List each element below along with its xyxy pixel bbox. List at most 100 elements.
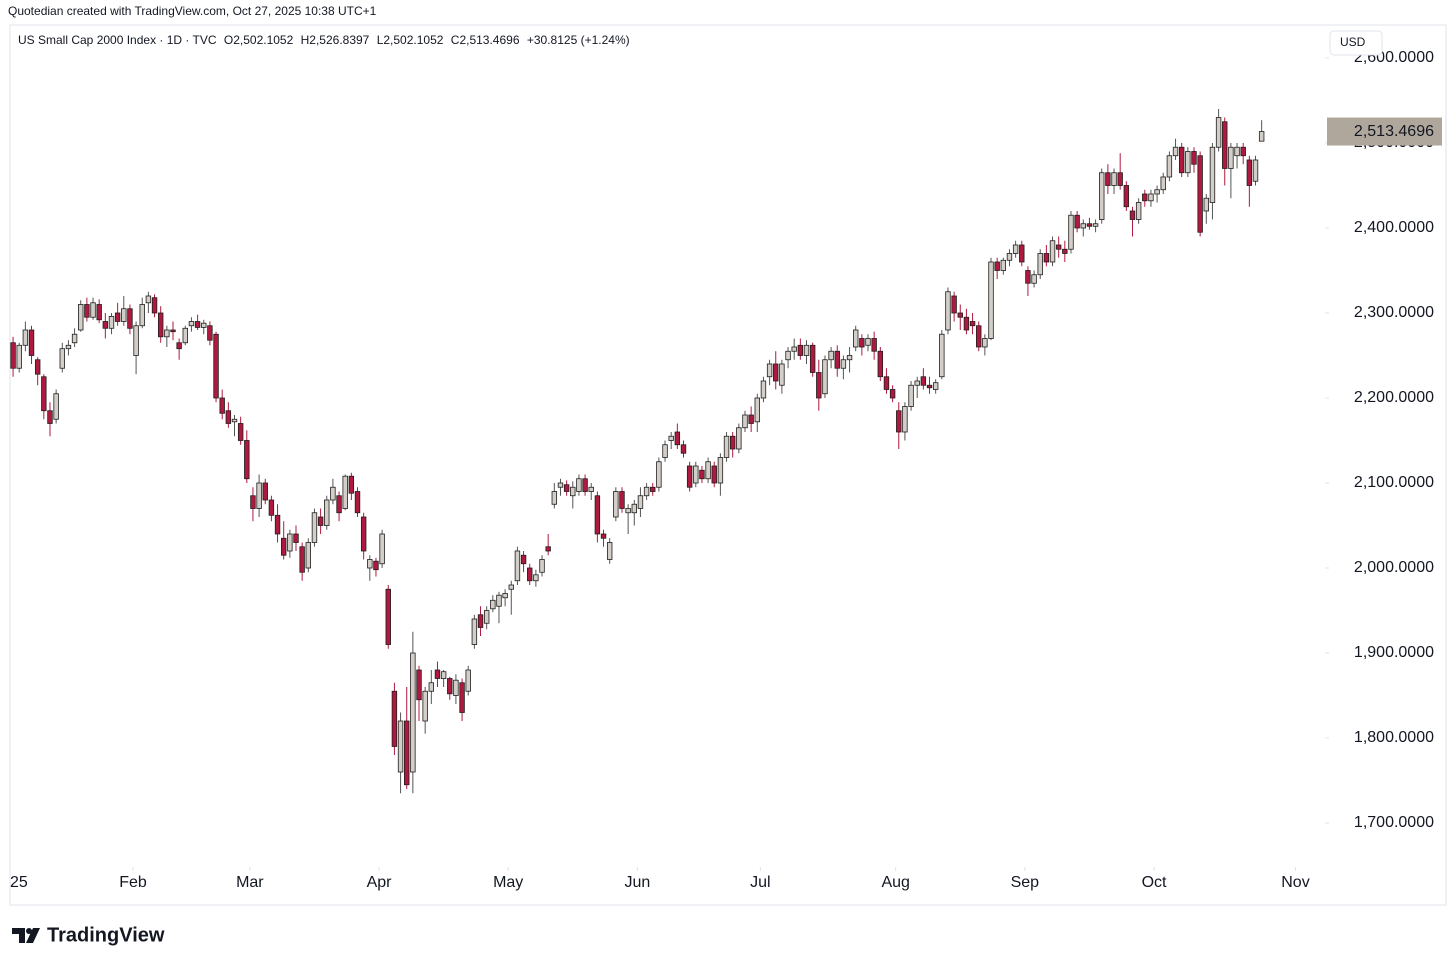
candle-body	[699, 469, 705, 480]
y-tick-label: 1,800.0000	[1354, 729, 1434, 746]
candle-body	[1228, 146, 1234, 169]
candle-body	[1092, 223, 1099, 227]
candle-body	[889, 389, 896, 399]
candle-body	[336, 495, 342, 514]
y-tick-label: 2,400.0000	[1354, 219, 1434, 236]
candle-body	[637, 495, 644, 509]
candle-body	[1074, 214, 1080, 229]
candle-body	[65, 344, 72, 350]
candle-body	[539, 559, 545, 573]
y-tick-label: 2,200.0000	[1354, 389, 1434, 406]
candle-body	[1172, 146, 1179, 157]
candle-body	[1019, 244, 1025, 263]
candle-body	[877, 350, 884, 378]
candle-body	[244, 440, 250, 480]
candle-body	[459, 682, 465, 713]
brand-logo	[12, 928, 40, 943]
candle-body	[809, 344, 816, 373]
candle-body	[600, 533, 607, 539]
candle-body	[59, 348, 65, 369]
candle-body	[723, 435, 730, 458]
candle-body	[520, 554, 527, 565]
candle-body	[373, 560, 379, 571]
logo-mark	[26, 928, 40, 943]
candle-body	[490, 599, 496, 610]
symbol: US Small Cap 2000 Index · 1D · TVC	[18, 33, 217, 47]
candle-body	[1148, 193, 1154, 202]
candle-body	[693, 465, 699, 484]
candle-body	[127, 308, 133, 329]
candle-body	[170, 329, 176, 333]
candle-body	[397, 720, 404, 773]
candle-body	[754, 397, 760, 423]
candle-body	[268, 499, 275, 516]
candle-body	[785, 350, 791, 361]
candle-body	[988, 261, 994, 339]
currency[interactable]: USD	[1340, 35, 1366, 49]
candle-body	[576, 478, 582, 492]
currency-box[interactable]	[1329, 30, 1383, 56]
candle-body	[207, 325, 213, 341]
candle-body	[1185, 151, 1191, 174]
candle-body	[250, 495, 256, 509]
candle-body	[41, 376, 47, 412]
candle-body	[139, 304, 145, 327]
candle-body	[22, 329, 29, 346]
candle-body	[342, 475, 348, 509]
candle-body	[908, 384, 914, 407]
candle-body	[951, 295, 957, 314]
y-tick-label: 1,700.0000	[1354, 814, 1434, 831]
candle-body	[1135, 202, 1142, 220]
candle-body	[582, 478, 588, 492]
candle-body	[391, 690, 398, 747]
x-tick-label: Apr	[367, 874, 393, 891]
y-tick-label: 2,100.0000	[1354, 474, 1434, 491]
candle-body	[840, 359, 847, 369]
candle-body	[1080, 223, 1086, 229]
candle-body	[34, 359, 41, 375]
candle-body	[686, 465, 693, 488]
candle-body	[151, 297, 158, 314]
candle-body	[1037, 253, 1043, 276]
candle-body	[367, 559, 373, 569]
x-tick-label: Nov	[1281, 874, 1309, 891]
candle-body	[1215, 117, 1222, 148]
candle-body	[108, 315, 115, 329]
candle-body	[791, 346, 797, 352]
candle-body	[354, 491, 361, 514]
candle-body	[410, 652, 416, 773]
legend-close: C2,513.4696	[451, 33, 520, 47]
candle-body	[822, 359, 828, 395]
candle-body	[256, 482, 262, 509]
candle-body	[920, 376, 927, 386]
candle-body	[729, 435, 736, 450]
candle-body	[483, 610, 490, 624]
candle-body	[563, 484, 570, 492]
y-tick-label: 2,300.0000	[1354, 304, 1434, 321]
candle-body	[711, 465, 717, 484]
candle-body	[736, 427, 742, 450]
candle-body	[477, 614, 484, 628]
candle-body	[631, 503, 637, 514]
candle-body	[834, 350, 840, 369]
candle-body	[1142, 193, 1148, 202]
candle-body	[773, 363, 779, 382]
candle-body	[176, 342, 182, 350]
candle-body	[287, 533, 293, 552]
candle-body	[324, 499, 330, 526]
candle-body	[1043, 253, 1050, 263]
candle-body	[976, 325, 982, 348]
logo-mark	[26, 928, 32, 934]
x-tick-label: Mar	[236, 874, 264, 891]
candle-body	[1086, 223, 1093, 227]
candle-body	[447, 678, 453, 695]
candle-body	[668, 435, 674, 441]
candle-body	[428, 682, 435, 692]
candle-body	[213, 333, 219, 399]
candle-body	[1099, 172, 1105, 220]
candle-body	[859, 338, 865, 348]
candle-body	[182, 327, 188, 344]
candle-body	[231, 418, 238, 423]
candle-body	[662, 444, 668, 458]
candle-body	[1203, 197, 1209, 212]
